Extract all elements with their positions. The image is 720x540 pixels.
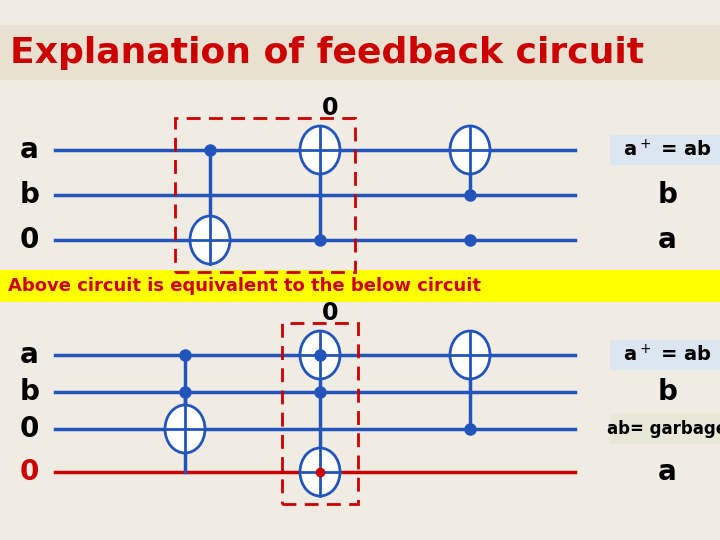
Ellipse shape (300, 448, 340, 496)
Text: 0: 0 (322, 96, 338, 120)
Text: b: b (657, 378, 678, 406)
Text: a$^+$ = ab: a$^+$ = ab (623, 345, 712, 366)
Ellipse shape (300, 331, 340, 379)
Bar (0, 270, 720, 302)
Ellipse shape (165, 405, 205, 453)
Text: Explanation of feedback circuit: Explanation of feedback circuit (10, 36, 644, 70)
Text: Above circuit is equivalent to the below circuit: Above circuit is equivalent to the below… (8, 277, 481, 295)
Text: a: a (20, 136, 39, 164)
Ellipse shape (450, 126, 490, 174)
Text: a: a (20, 341, 39, 369)
Text: b: b (657, 181, 678, 209)
Ellipse shape (300, 126, 340, 174)
Text: a$^+$ = ab: a$^+$ = ab (623, 139, 712, 160)
Text: 0: 0 (20, 415, 40, 443)
Text: a: a (658, 458, 677, 486)
Ellipse shape (190, 216, 230, 264)
Bar (175, 118, 355, 272)
Text: ab= garbage: ab= garbage (608, 420, 720, 438)
Text: 0: 0 (322, 301, 338, 325)
Bar (0, 25, 720, 80)
Bar (610, 340, 720, 370)
Bar (282, 323, 358, 504)
Bar (610, 135, 720, 165)
Text: a: a (658, 226, 677, 254)
Text: 0: 0 (20, 226, 40, 254)
Text: b: b (20, 181, 40, 209)
Bar (610, 414, 720, 444)
Text: 0: 0 (20, 458, 40, 486)
Ellipse shape (450, 331, 490, 379)
Text: b: b (20, 378, 40, 406)
